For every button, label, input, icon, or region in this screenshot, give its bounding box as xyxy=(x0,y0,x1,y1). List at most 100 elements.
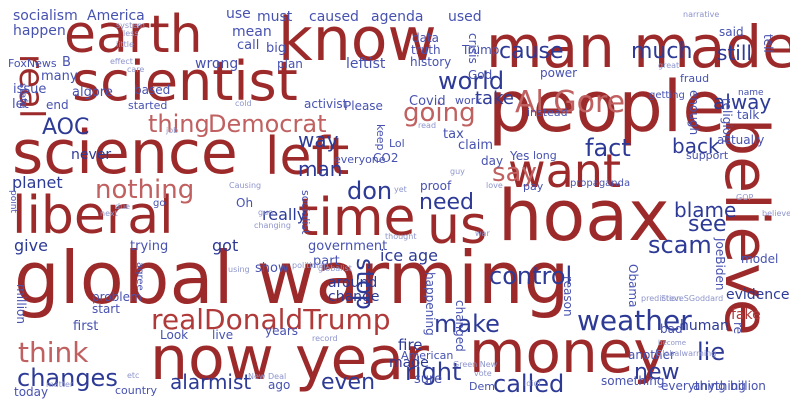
word-matter: cold xyxy=(235,99,252,108)
word-change: Obama xyxy=(626,264,640,308)
word-something: Dem xyxy=(469,380,495,393)
word-even: even xyxy=(321,370,376,395)
word-caused: caused xyxy=(309,9,359,25)
word-yes: Yes xyxy=(510,149,530,163)
word-never: really xyxy=(262,205,307,224)
word-using: system xyxy=(116,21,145,30)
word-many: many xyxy=(41,69,78,84)
word-plan: plan xyxy=(277,57,303,71)
word-america: America xyxy=(87,8,145,24)
word-day: day xyxy=(481,154,504,168)
word-go: activist xyxy=(304,97,348,111)
word-power: power xyxy=(540,66,578,80)
word-man-made: man made xyxy=(486,13,790,81)
word-evidence: live xyxy=(212,328,234,342)
word-see: see xyxy=(688,212,727,237)
word-country: Lol xyxy=(389,137,405,150)
word-mean: mean xyxy=(232,24,272,40)
word-covid: Covid xyxy=(409,94,446,109)
word-scam: scam xyxy=(648,231,712,259)
word-another: country xyxy=(115,384,158,397)
word-thought: less xyxy=(123,29,139,38)
word-really: got xyxy=(212,236,239,255)
word-co2: propaganda xyxy=(570,178,631,189)
word-years: anything xyxy=(693,379,746,393)
word-global-warming: global warming xyxy=(14,236,570,320)
word-actually: actually xyxy=(717,133,765,147)
word-fake: sure xyxy=(414,372,443,387)
word-big: big xyxy=(266,41,287,56)
word-name: name xyxy=(738,88,764,98)
word-new-deal: narrative xyxy=(683,10,720,19)
word-support: socialist xyxy=(299,190,312,235)
word-take: take xyxy=(475,88,514,109)
word-now: now xyxy=(150,324,274,394)
word-reason: Look xyxy=(160,328,189,342)
word-cnn: reason xyxy=(561,276,575,317)
word-hoax: hoax xyxy=(498,175,670,257)
word-used: used xyxy=(448,9,482,25)
word-changed: first xyxy=(73,319,99,334)
word-trump: Trump xyxy=(462,43,500,57)
word-us: us xyxy=(427,196,488,256)
word-model: getting xyxy=(649,90,685,101)
word-stevesgoddard: record xyxy=(312,334,338,343)
word-record: little xyxy=(116,40,134,49)
word-look: something xyxy=(601,374,665,388)
word-blame: blame xyxy=(674,198,737,222)
word-way: way xyxy=(298,128,339,152)
word-work: work xyxy=(455,94,482,107)
word-instead: SteveSGoddard xyxy=(661,294,724,303)
word-foxnews: FoxNews xyxy=(8,57,57,70)
word-don: don xyxy=(347,177,393,205)
word-prediction: Green New xyxy=(453,360,498,369)
word-left: left xyxy=(265,127,350,187)
word-leftist: leftist xyxy=(346,56,386,72)
word-changes: changes xyxy=(17,364,118,392)
word-al-gore: Al Gore xyxy=(515,85,626,120)
word-tell: tell xyxy=(761,34,775,53)
word-etc: care xyxy=(127,65,145,74)
word-live: everything xyxy=(661,379,726,393)
word-due: yet xyxy=(394,185,407,194)
word-b: B xyxy=(62,55,71,70)
word-long: long xyxy=(533,149,557,162)
word-please: vote xyxy=(474,369,492,378)
word-oh: instead xyxy=(527,106,568,119)
word-war: read xyxy=(418,121,437,130)
word-great: Causing xyxy=(229,181,262,190)
word-got: change xyxy=(328,289,380,305)
word-everyone: go xyxy=(153,198,166,209)
word-time: time xyxy=(298,188,416,248)
word-year: year xyxy=(295,324,429,394)
word-let: let xyxy=(12,97,29,112)
word-obama: fire xyxy=(398,336,423,354)
word-next: war xyxy=(475,229,490,238)
word-state: prediction xyxy=(641,294,682,303)
word-tax: tax xyxy=(443,127,464,142)
word-proof: point xyxy=(8,190,18,213)
word-yet: guy xyxy=(450,167,465,176)
word-american: re xyxy=(731,322,745,335)
word-data: data xyxy=(412,31,440,45)
word-activist: Globalwarming xyxy=(656,349,717,358)
word-earth: earth xyxy=(64,5,203,65)
word-much: much xyxy=(631,39,693,64)
word-propaganda: state xyxy=(17,83,28,109)
word-world: world xyxy=(438,67,505,95)
word-little: due xyxy=(115,202,131,211)
word-enough: enough xyxy=(687,90,701,136)
word-fraud: fraud xyxy=(680,72,710,85)
word-anything: happening xyxy=(423,272,437,336)
word-love: believe xyxy=(762,209,790,218)
word-end: end xyxy=(46,98,69,112)
word-must: must xyxy=(257,9,293,25)
word-globalwarming: thought xyxy=(385,232,417,241)
word-ice-age: trying xyxy=(130,239,169,254)
word-god: God xyxy=(468,68,493,82)
word-getting: become xyxy=(658,339,687,347)
word-science: science xyxy=(12,118,238,188)
word-agree: pay xyxy=(523,180,544,193)
word-politician: changing xyxy=(254,221,291,230)
